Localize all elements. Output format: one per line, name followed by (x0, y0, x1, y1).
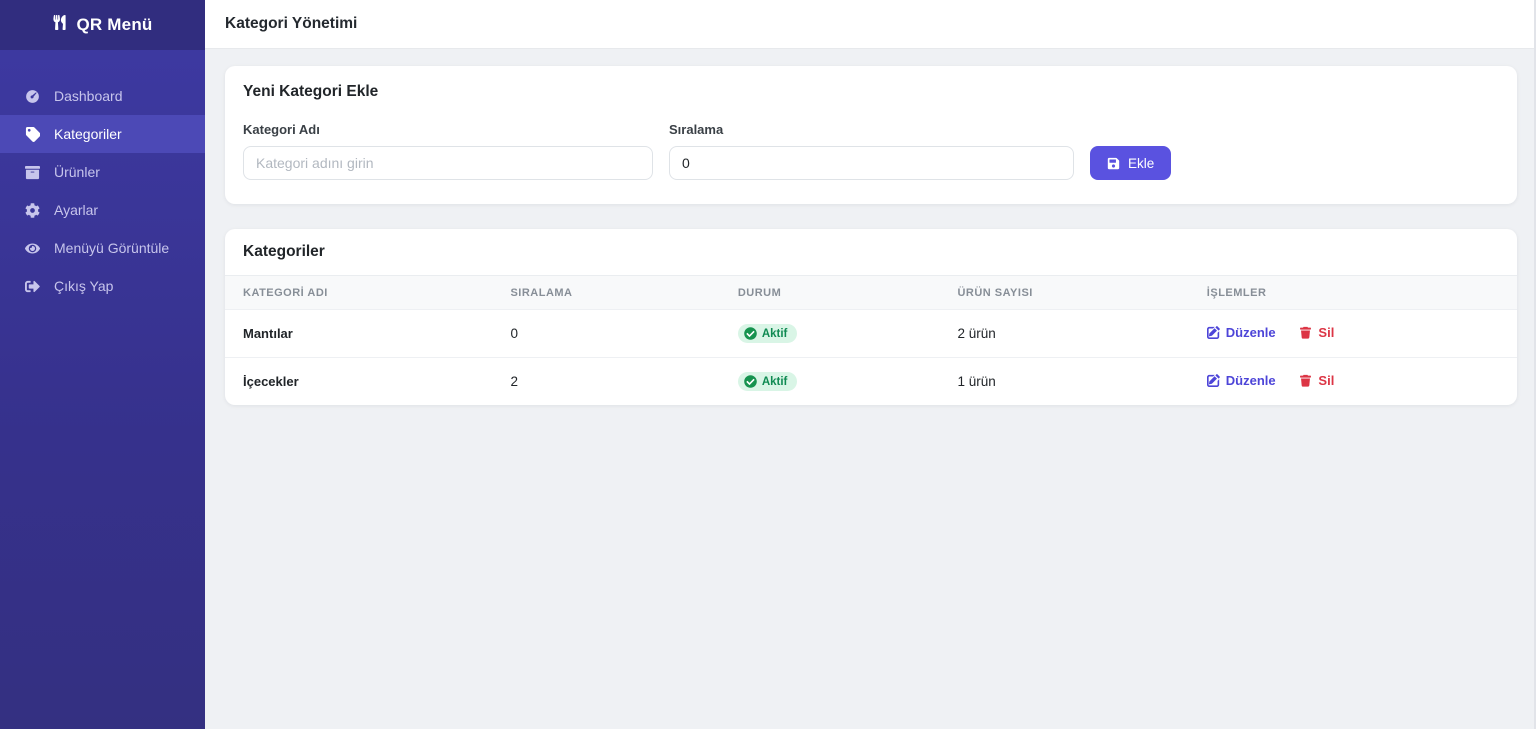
delete-link[interactable]: Sil (1299, 373, 1334, 388)
sidebar-item-label: Ürünler (54, 164, 100, 180)
sidebar-item-ayarlar[interactable]: Ayarlar (0, 191, 205, 229)
sidebar-item-label: Menüyü Görüntüle (54, 240, 170, 256)
save-icon (1107, 157, 1120, 170)
category-name-label: Kategori Adı (243, 122, 320, 137)
sidebar-item-label: Çıkış Yap (54, 278, 114, 294)
brand-title: QR Menü (76, 15, 153, 34)
category-name-field-group: Kategori Adı (243, 122, 653, 180)
order-label: Sıralama (669, 122, 724, 137)
edit-link-label: Düzenle (1225, 325, 1276, 340)
sidebar-nav: Dashboard Kategoriler Ürünler Ayarlar Me… (0, 50, 205, 305)
categories-table: KATEGORİ ADI SIRALAMA DURUM ÜRÜN SAYISI … (225, 276, 1517, 405)
delete-link-label: Sil (1318, 325, 1335, 340)
sidebar-item-label: Dashboard (54, 88, 123, 104)
category-order: 0 (492, 309, 720, 358)
tag-icon (24, 126, 41, 142)
col-header-status: DURUM (719, 276, 940, 310)
category-name: İçecekler (225, 357, 493, 405)
edit-link[interactable]: Düzenle (1206, 325, 1276, 340)
gauge-icon (24, 89, 41, 104)
delete-link-label: Sil (1318, 373, 1335, 388)
edit-icon (1206, 326, 1220, 339)
category-name: Mantılar (225, 309, 493, 358)
status-badge: Aktif (737, 372, 798, 391)
order-input[interactable] (669, 146, 1074, 180)
page-title: Kategori Yönetimi (225, 15, 358, 32)
content: Yeni Kategori Ekle Kategori Adı Sıralama… (205, 49, 1536, 729)
add-category-form: Kategori Adı Sıralama Ekle (243, 122, 1499, 180)
check-circle-icon (744, 375, 757, 388)
table-row: Mantılar 0 Aktif 2 ürün Dü (225, 309, 1517, 358)
col-header-order: SIRALAMA (492, 276, 720, 310)
status-badge-label: Aktif (761, 375, 788, 388)
category-name-input[interactable] (243, 146, 653, 180)
archive-box-icon (24, 165, 41, 180)
edit-icon (1206, 374, 1220, 387)
trash-icon (1300, 374, 1312, 387)
add-button-label: Ekle (1128, 155, 1155, 171)
sidebar-item-cikis-yap[interactable]: Çıkış Yap (0, 267, 205, 305)
col-header-actions: İŞLEMLER (1188, 276, 1517, 310)
categories-card-title: Kategoriler (243, 243, 325, 260)
categories-card: Kategoriler KATEGORİ ADI SIRALAMA DURUM … (225, 229, 1517, 405)
category-order: 2 (492, 357, 720, 405)
edit-link-label: Düzenle (1225, 373, 1276, 388)
eye-icon (24, 241, 41, 256)
sidebar-item-dashboard[interactable]: Dashboard (0, 77, 205, 115)
sidebar-item-urunler[interactable]: Ürünler (0, 153, 205, 191)
sidebar-item-label: Ayarlar (54, 202, 99, 218)
sidebar-item-kategoriler[interactable]: Kategoriler (0, 115, 205, 153)
product-count: 2 ürün (939, 309, 1189, 358)
add-category-button[interactable]: Ekle (1090, 146, 1172, 180)
utensils-icon (52, 14, 67, 35)
table-header-row: KATEGORİ ADI SIRALAMA DURUM ÜRÜN SAYISI … (225, 276, 1517, 310)
col-header-count: ÜRÜN SAYISI (939, 276, 1189, 310)
main-area: Kategori Yönetimi Yeni Kategori Ekle Kat… (205, 0, 1536, 729)
edit-link[interactable]: Düzenle (1206, 373, 1276, 388)
categories-card-head: Kategoriler (225, 229, 1517, 276)
check-circle-icon (744, 327, 757, 340)
table-row: İçecekler 2 Aktif 1 ürün D (225, 357, 1517, 405)
add-category-card: Yeni Kategori Ekle Kategori Adı Sıralama… (225, 66, 1517, 204)
sidebar-item-label: Kategoriler (54, 126, 122, 142)
status-badge: Aktif (737, 324, 798, 343)
col-header-name: KATEGORİ ADI (225, 276, 493, 310)
delete-link[interactable]: Sil (1299, 325, 1334, 340)
sidebar-item-menuyu-goruntule[interactable]: Menüyü Görüntüle (0, 229, 205, 267)
logout-icon (24, 279, 41, 294)
sidebar: QR Menü Dashboard Kategoriler Ürünler Ay… (0, 0, 205, 729)
product-count: 1 ürün (939, 357, 1189, 405)
trash-icon (1300, 326, 1312, 339)
order-field-group: Sıralama (669, 122, 1074, 180)
brand: QR Menü (0, 0, 205, 50)
gear-icon (24, 202, 41, 218)
add-card-title: Yeni Kategori Ekle (243, 83, 379, 100)
topbar: Kategori Yönetimi (205, 0, 1536, 49)
status-badge-label: Aktif (761, 327, 788, 340)
